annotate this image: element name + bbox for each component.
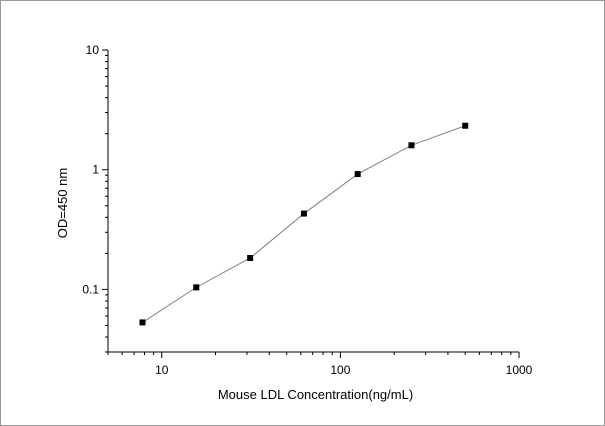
plot-area <box>139 122 469 326</box>
data-point <box>300 210 307 217</box>
tick-labels: 10 100 1000 0.1 1 10 <box>82 43 532 377</box>
x-tick-label: 100 <box>330 363 350 377</box>
axes <box>107 50 519 353</box>
x-tick-label: 10 <box>155 363 169 377</box>
data-point <box>354 171 361 178</box>
x-axis-title: Mouse LDL Concentration(ng/mL) <box>218 387 413 402</box>
data-point <box>247 254 254 261</box>
data-point <box>139 319 146 326</box>
data-point <box>408 142 415 149</box>
y-axis-title: OD=450 nm <box>55 168 70 238</box>
y-tick-label: 10 <box>86 43 100 57</box>
tick-marks <box>102 49 520 358</box>
y-tick-label: 1 <box>92 163 99 177</box>
x-tick-label: 1000 <box>506 363 533 377</box>
y-tick-label: 0.1 <box>82 282 99 296</box>
data-point <box>462 122 469 129</box>
series-line <box>142 125 466 323</box>
data-point <box>193 284 200 291</box>
